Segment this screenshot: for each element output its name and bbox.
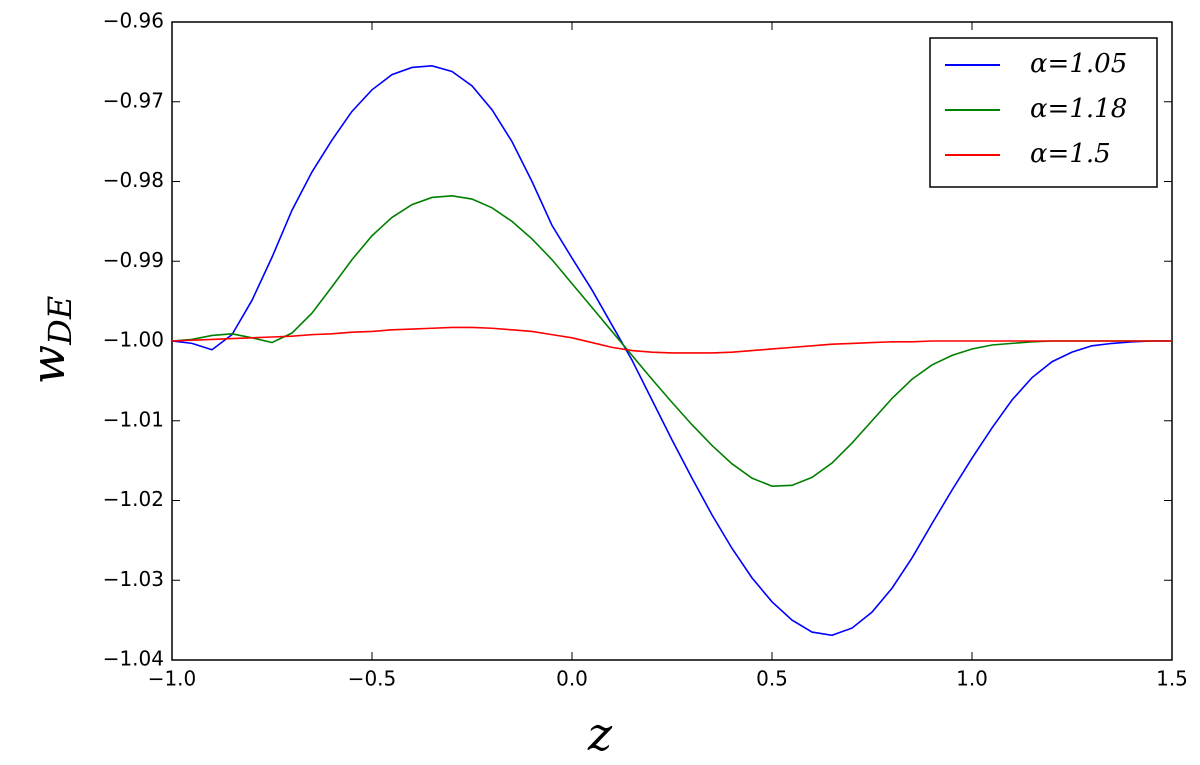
data-line xyxy=(171,195,1172,487)
legend-label: α=1.5 xyxy=(1030,139,1111,169)
y-tick-label: −0.98 xyxy=(103,168,164,192)
y-axis-label-sub: DE xyxy=(41,296,79,346)
legend-label: α=1.18 xyxy=(1030,94,1127,124)
legend-label: α=1.05 xyxy=(1030,49,1127,79)
y-tick-label: −0.99 xyxy=(103,248,164,272)
y-axis-label-base: w xyxy=(21,345,75,384)
x-axis-label: z xyxy=(587,707,613,761)
x-tick-label: 0.5 xyxy=(756,667,788,691)
y-tick-label: −0.96 xyxy=(103,9,164,33)
y-tick-label: −1.00 xyxy=(103,328,164,352)
x-tick-label: 0.0 xyxy=(556,667,588,691)
y-axis-label: wDE xyxy=(21,296,79,384)
y-tick-label: −1.04 xyxy=(103,647,164,671)
y-tick-label: −1.01 xyxy=(103,407,164,431)
x-tick-label: −0.5 xyxy=(348,667,397,691)
x-tick-label: −1.0 xyxy=(148,667,197,691)
x-tick-label: 1.5 xyxy=(1156,667,1188,691)
x-tick-label: 1.0 xyxy=(956,667,988,691)
data-line xyxy=(171,326,1172,354)
y-tick-label: −1.03 xyxy=(103,567,164,591)
data-line xyxy=(171,65,1172,637)
y-tick-label: −1.02 xyxy=(103,487,164,511)
y-tick-label: −0.97 xyxy=(103,88,164,112)
legend-box xyxy=(929,37,1158,188)
